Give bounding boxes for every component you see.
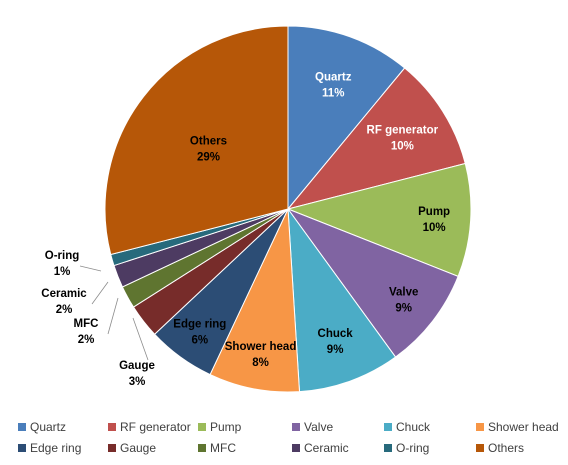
legend-item-valve: Valve	[292, 420, 333, 434]
legend-label-quartz: Quartz	[30, 420, 66, 434]
legend-swatch-others	[476, 444, 484, 452]
legend-swatch-chuck	[384, 423, 392, 431]
pie-slice-shower-head	[209, 208, 301, 393]
legend-label-rf-generator: RF generator	[120, 420, 191, 434]
legend-item-gauge: Gauge	[108, 441, 156, 455]
data-label-name-valve: Valve	[389, 287, 418, 299]
legend-swatch-gauge	[108, 444, 116, 452]
leader-line-mfc	[107, 297, 119, 335]
pie-slice-chuck	[287, 207, 397, 393]
legend-item-shower-head: Shower head	[476, 420, 559, 434]
pie-slice-quartz	[287, 25, 406, 211]
pie-slice-pump	[286, 162, 472, 278]
legend-label-valve: Valve	[304, 420, 333, 434]
pie-slice-valve	[286, 207, 459, 358]
legend-item-o-ring: O-ring	[384, 441, 429, 455]
legend-swatch-shower-head	[476, 423, 484, 431]
legend-swatch-rf-generator	[108, 423, 116, 431]
legend-item-mfc: MFC	[198, 441, 236, 455]
data-label-name-mfc: MFC	[74, 318, 99, 330]
data-label-name-pump: Pump	[418, 206, 450, 218]
legend-swatch-pump	[198, 423, 206, 431]
pie-data-labels: Quartz 11% RF generator 10% Pump 10% Valve 9% Ch…	[41, 71, 450, 388]
pie-slice-others	[104, 25, 289, 256]
data-label-percent-rf-generator: 10%	[391, 140, 414, 152]
legend-swatch-o-ring	[384, 444, 392, 452]
data-label-name-chuck: Chuck	[318, 328, 354, 340]
legend-label-chuck: Chuck	[396, 420, 431, 434]
data-label-name-quartz: Quartz	[315, 71, 352, 83]
legend-item-quartz: Quartz	[18, 420, 66, 434]
legend-item-others: Others	[476, 441, 524, 455]
legend-label-others: Others	[488, 441, 524, 455]
data-label-name-rf-generator: RF generator	[367, 124, 439, 136]
data-label-name-ceramic: Ceramic	[41, 288, 87, 300]
data-label-percent-mfc: 2%	[78, 334, 95, 346]
data-label-name-others: Others	[190, 135, 227, 147]
legend-item-rf-generator: RF generator	[108, 420, 191, 434]
legend-swatch-valve	[292, 423, 300, 431]
data-label-name-o-ring: O-ring	[45, 250, 80, 262]
legend-label-mfc: MFC	[210, 441, 236, 455]
leader-line-o-ring	[79, 265, 102, 272]
data-label-percent-others: 29%	[197, 151, 220, 163]
leader-line-ceramic	[91, 281, 109, 305]
data-label-percent-shower-head: 8%	[252, 357, 269, 369]
data-label-percent-o-ring: 1%	[54, 266, 71, 278]
data-label-percent-pump: 10%	[423, 222, 446, 234]
legend-swatch-edge-ring	[18, 444, 26, 452]
legend-swatch-quartz	[18, 423, 26, 431]
legend-item-edge-ring: Edge ring	[18, 441, 81, 455]
leader-line-gauge	[132, 317, 149, 361]
data-label-percent-gauge: 3%	[129, 376, 146, 388]
data-label-percent-valve: 9%	[395, 303, 412, 315]
pie-slice-rf-generator	[286, 67, 466, 210]
data-label-name-edge-ring: Edge ring	[173, 318, 226, 330]
data-label-percent-quartz: 11%	[322, 87, 344, 99]
legend: Quartz RF generator Pump Valve Chuck Shower h…	[18, 420, 559, 455]
legend-swatch-mfc	[198, 444, 206, 452]
data-label-name-shower-head: Shower head	[225, 341, 297, 353]
legend-label-shower-head: Shower head	[488, 420, 559, 434]
data-label-name-gauge: Gauge	[119, 360, 155, 372]
data-label-percent-ceramic: 2%	[56, 304, 73, 316]
legend-item-chuck: Chuck	[384, 420, 431, 434]
data-label-percent-edge-ring: 6%	[191, 334, 208, 346]
legend-item-pump: Pump	[198, 420, 242, 434]
legend-label-gauge: Gauge	[120, 441, 156, 455]
legend-label-pump: Pump	[210, 420, 242, 434]
legend-item-ceramic: Ceramic	[292, 441, 349, 455]
pie-slices	[104, 25, 472, 393]
leader-lines	[79, 265, 149, 361]
data-label-percent-chuck: 9%	[327, 344, 344, 356]
legend-swatch-ceramic	[292, 444, 300, 452]
legend-label-ceramic: Ceramic	[304, 441, 349, 455]
legend-label-o-ring: O-ring	[396, 441, 429, 455]
legend-label-edge-ring: Edge ring	[30, 441, 81, 455]
